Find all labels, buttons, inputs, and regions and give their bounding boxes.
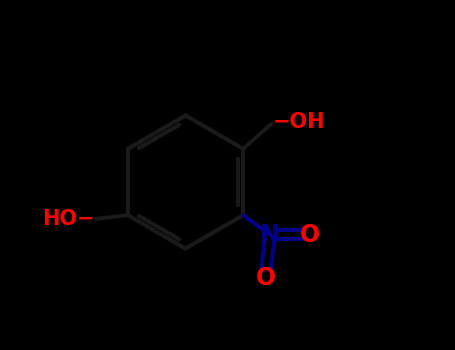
Text: O: O — [256, 266, 276, 290]
Text: HO−: HO− — [42, 209, 95, 229]
Text: O: O — [299, 223, 320, 246]
Text: −OH: −OH — [273, 112, 325, 133]
Text: N: N — [259, 223, 279, 246]
